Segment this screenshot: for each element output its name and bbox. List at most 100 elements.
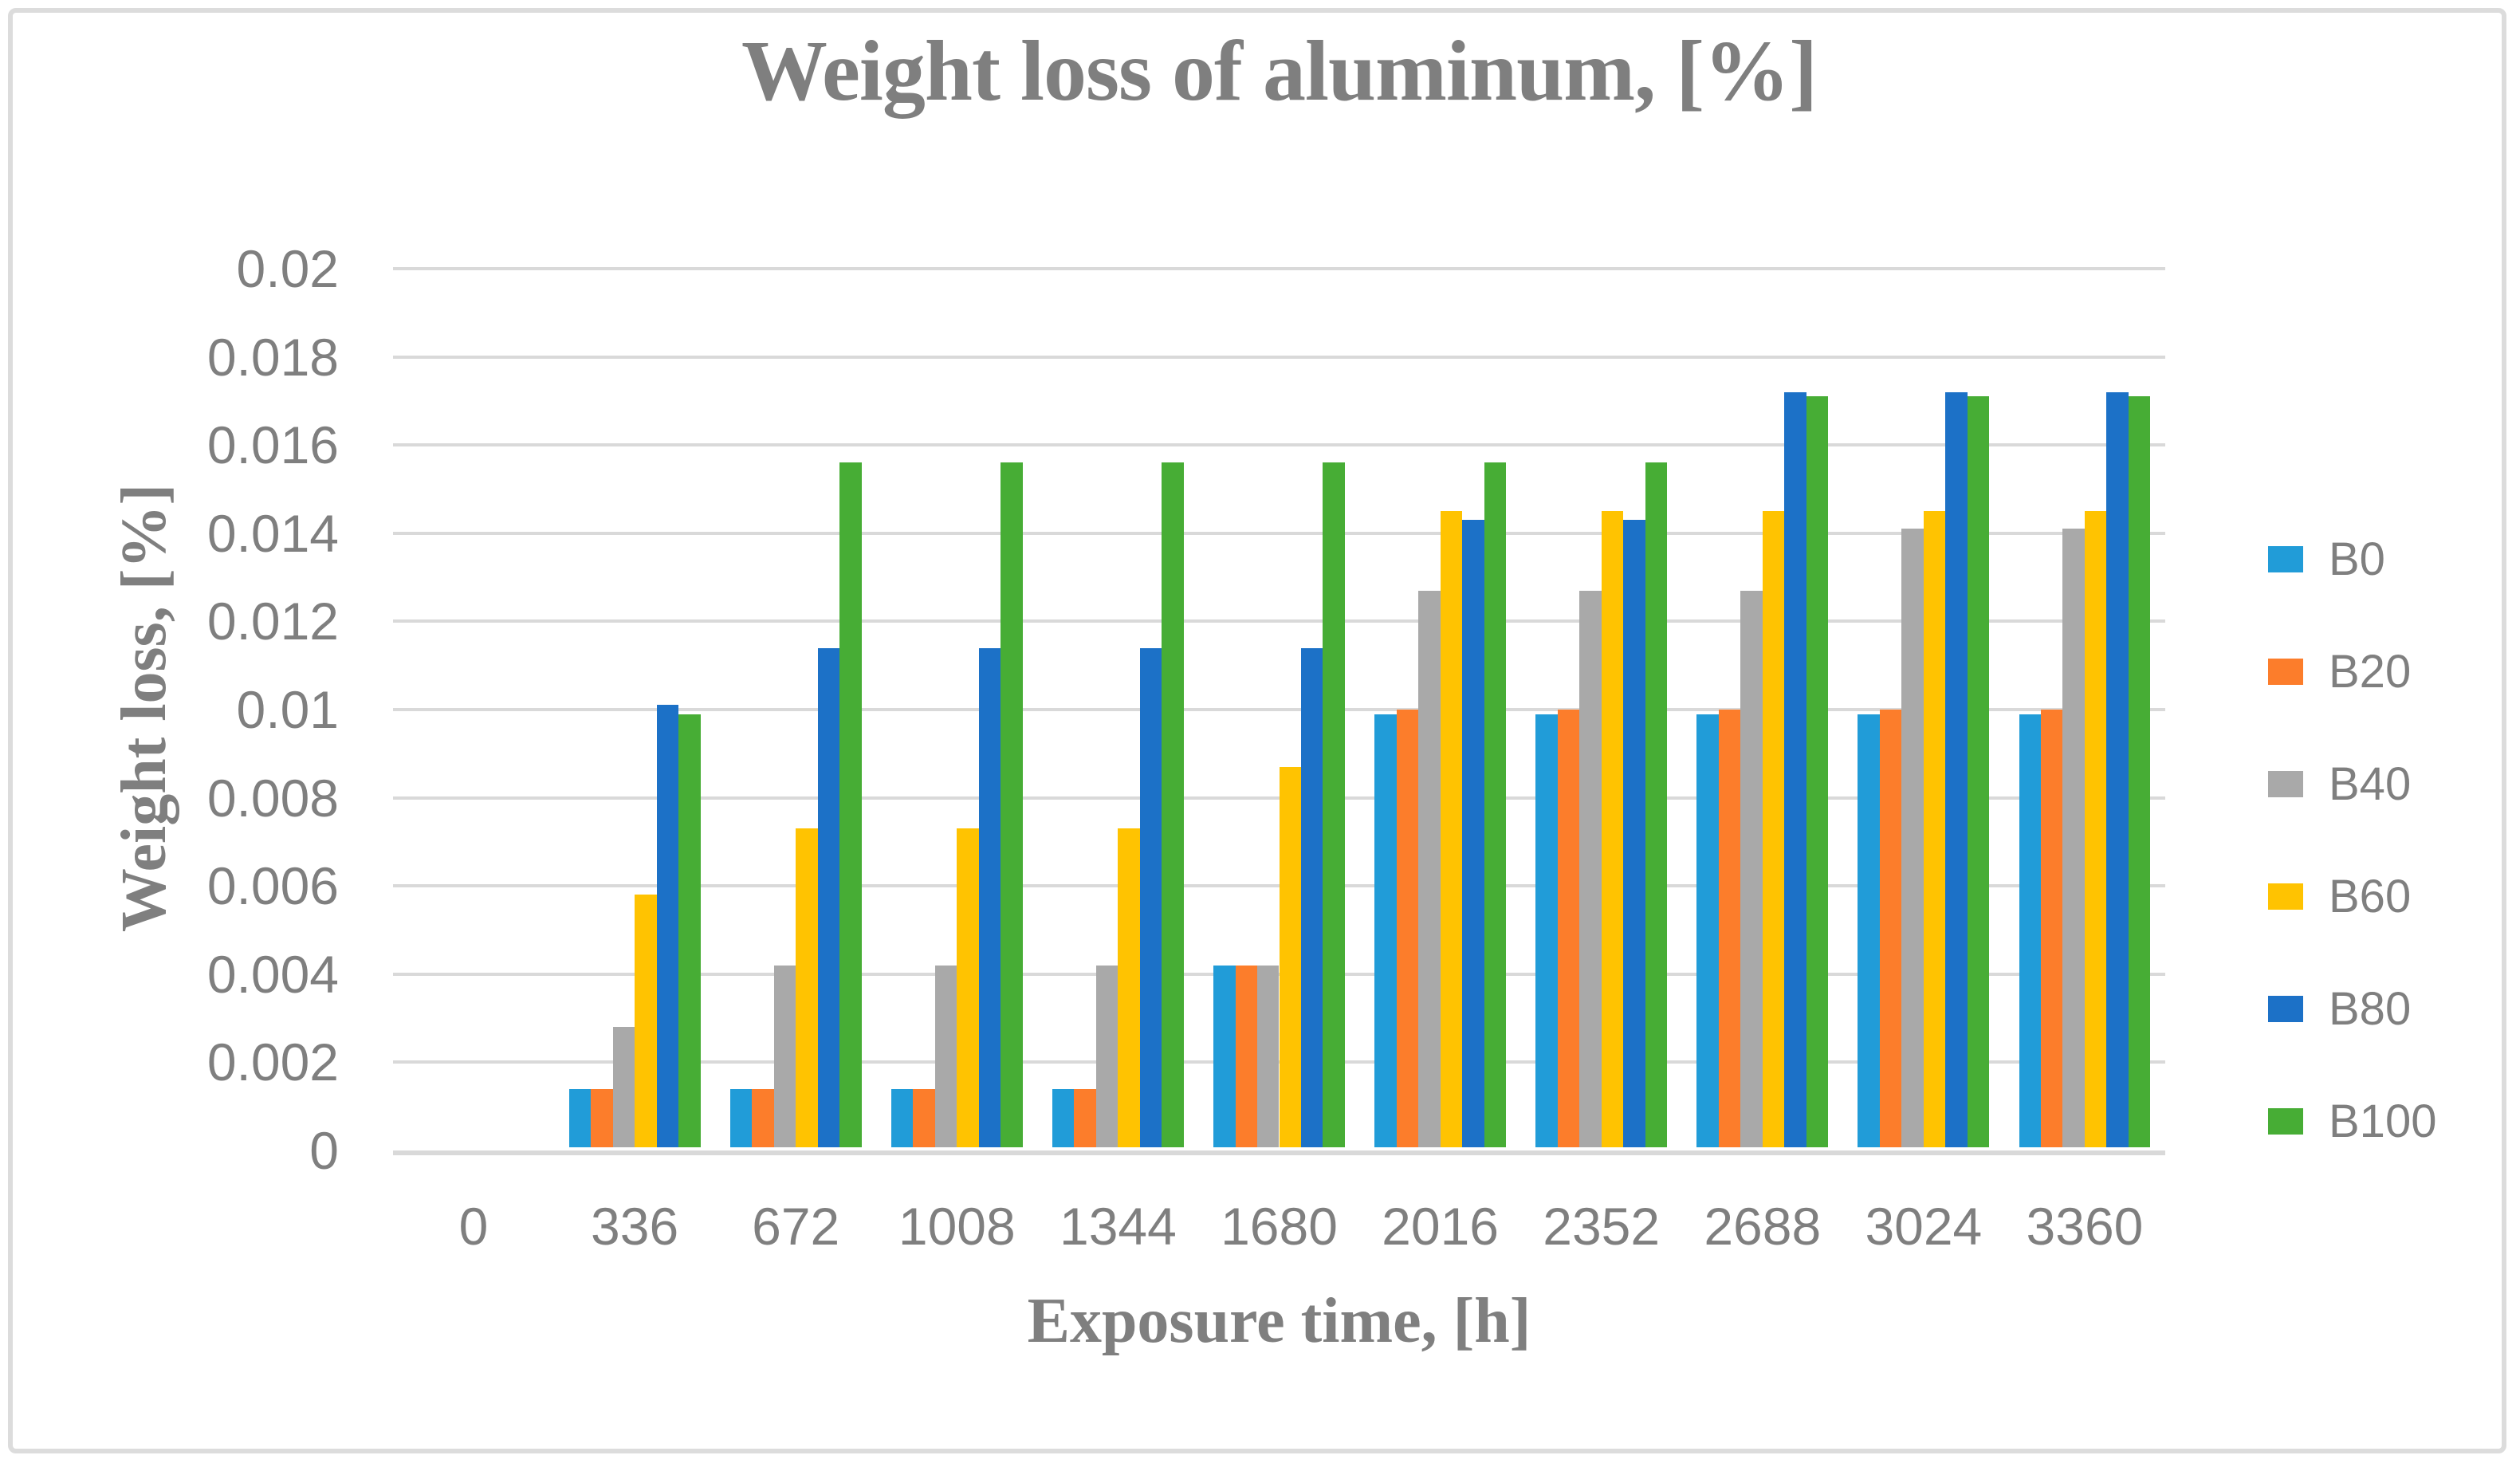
- bar-B20-2352: [1557, 710, 1580, 1147]
- bar-B0-1344: [1052, 1088, 1075, 1147]
- legend-label: B60: [2329, 871, 2412, 922]
- x-tick-label: 3360: [2026, 1197, 2144, 1256]
- bar-B0-3024: [1858, 714, 1880, 1147]
- legend-item-B40: B40: [2268, 757, 2411, 811]
- y-tick-label: 0.02: [236, 239, 339, 298]
- x-tick-label: 336: [591, 1197, 679, 1256]
- plot-area: [393, 267, 2165, 1155]
- x-tick-label: 2352: [1543, 1197, 1661, 1256]
- bar-B60-2016: [1440, 511, 1463, 1147]
- y-tick-label: 0.002: [206, 1032, 339, 1092]
- bar-B40-3360: [2062, 529, 2085, 1147]
- bar-B40-672: [773, 965, 796, 1147]
- legend-swatch-B40: [2268, 771, 2303, 797]
- chart-title: Weight loss of aluminum, [%]: [741, 24, 1818, 119]
- bar-B20-1008: [913, 1088, 935, 1147]
- bar-B80-3024: [1945, 391, 1968, 1147]
- legend-label: B20: [2329, 646, 2412, 698]
- gridline: [393, 531, 2165, 535]
- bar-B80-2016: [1462, 520, 1484, 1147]
- y-tick-label: 0.018: [206, 327, 339, 387]
- legend-item-B80: B80: [2268, 982, 2411, 1036]
- gridline: [393, 267, 2165, 270]
- bar-B60-3360: [2084, 511, 2107, 1147]
- x-axis-title: Exposure time, [h]: [1027, 1286, 1531, 1356]
- bar-B80-3360: [2106, 391, 2129, 1147]
- bar-B100-336: [678, 714, 701, 1147]
- bar-B100-3024: [1967, 396, 1990, 1147]
- bar-B20-336: [591, 1088, 613, 1147]
- bar-B100-2016: [1484, 462, 1507, 1147]
- bar-B20-3360: [2040, 710, 2063, 1147]
- bar-B0-3360: [2019, 714, 2041, 1147]
- legend-swatch-B60: [2268, 883, 2303, 910]
- bar-B80-672: [817, 647, 840, 1147]
- bar-B0-1008: [890, 1088, 914, 1147]
- bar-B0-2688: [1696, 714, 1719, 1147]
- y-tick-label: 0.006: [206, 856, 339, 916]
- bar-B100-1344: [1162, 462, 1184, 1147]
- x-tick-label: 1680: [1221, 1197, 1338, 1256]
- legend-label: B80: [2329, 983, 2412, 1035]
- x-tick-label: 2016: [1382, 1197, 1499, 1256]
- bar-B20-672: [752, 1088, 774, 1147]
- gridline: [393, 619, 2165, 623]
- bar-B100-672: [839, 462, 862, 1147]
- y-tick-label: 0: [309, 1121, 339, 1180]
- legend-item-B0: B0: [2268, 533, 2385, 586]
- bar-B20-2688: [1718, 710, 1741, 1147]
- bar-B20-2016: [1396, 710, 1419, 1147]
- legend-item-B60: B60: [2268, 870, 2411, 923]
- bar-B80-1680: [1300, 647, 1323, 1147]
- legend-label: B100: [2329, 1095, 2437, 1147]
- y-tick-label: 0.008: [206, 768, 339, 828]
- bar-B60-2352: [1601, 511, 1624, 1147]
- y-tick-label: 0.004: [206, 944, 339, 1004]
- bar-B40-2352: [1579, 590, 1602, 1147]
- bar-B80-2688: [1784, 391, 1806, 1147]
- bar-B60-336: [635, 895, 657, 1147]
- bar-B0-2352: [1535, 714, 1558, 1147]
- y-tick-label: 0.016: [206, 415, 339, 475]
- bar-B0-1680: [1213, 965, 1236, 1147]
- bar-B40-2016: [1418, 590, 1441, 1147]
- legend-swatch-B0: [2268, 546, 2303, 572]
- bar-B60-672: [796, 828, 818, 1147]
- gridline: [393, 443, 2165, 447]
- bar-B20-1680: [1235, 965, 1257, 1147]
- x-tick-label: 2688: [1704, 1197, 1822, 1256]
- bar-B100-1680: [1323, 462, 1345, 1147]
- bar-B80-1008: [978, 647, 1001, 1147]
- x-tick-label: 1008: [898, 1197, 1016, 1256]
- bar-B80-336: [656, 705, 679, 1147]
- bar-B80-1344: [1139, 647, 1162, 1147]
- bar-B40-336: [612, 1027, 635, 1147]
- bar-B100-1008: [1001, 462, 1023, 1147]
- bar-B40-1680: [1257, 965, 1280, 1147]
- bar-B0-336: [568, 1088, 592, 1147]
- bar-B60-2688: [1762, 511, 1785, 1147]
- legend-swatch-B100: [2268, 1108, 2303, 1135]
- bar-B20-3024: [1879, 710, 1902, 1147]
- legend-swatch-B80: [2268, 996, 2303, 1022]
- x-axis-line: [393, 1150, 2165, 1155]
- bar-B40-3024: [1901, 529, 1924, 1147]
- legend-item-B100: B100: [2268, 1095, 2436, 1148]
- y-tick-label: 0.01: [236, 680, 339, 739]
- y-tick-label: 0.012: [206, 592, 339, 651]
- bar-B100-2688: [1806, 396, 1829, 1147]
- bar-B20-1344: [1074, 1088, 1096, 1147]
- x-tick-label: 672: [752, 1197, 840, 1256]
- bar-B40-2688: [1740, 590, 1763, 1147]
- bar-B60-3024: [1923, 511, 1946, 1147]
- bar-B40-1344: [1095, 965, 1118, 1147]
- bar-B0-2016: [1374, 714, 1397, 1147]
- bar-B0-672: [729, 1088, 753, 1147]
- legend: B0 B20 B40 B60 B80 B100: [2268, 0, 2507, 1467]
- x-tick-label: 3024: [1865, 1197, 1983, 1256]
- bar-B60-1008: [957, 828, 979, 1147]
- gridline: [393, 708, 2165, 711]
- bar-B60-1680: [1279, 766, 1301, 1147]
- bar-B100-3360: [2128, 396, 2151, 1147]
